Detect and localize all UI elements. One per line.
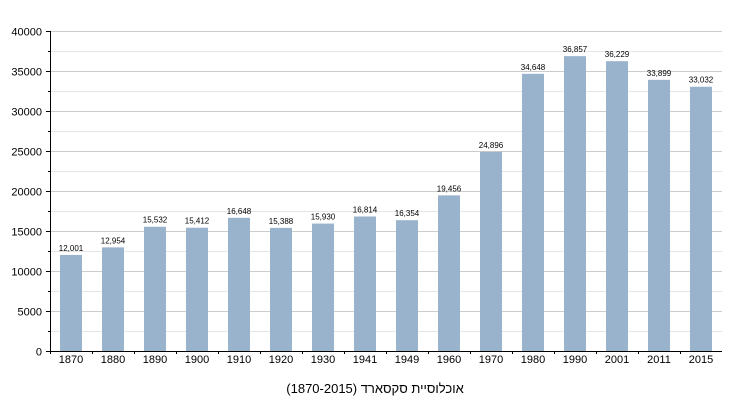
bar-1930	[312, 223, 334, 351]
data-label-1920: 15,388	[269, 217, 294, 226]
x-tick-label-1980: 1980	[521, 354, 545, 366]
data-label-1970: 24,896	[479, 141, 504, 150]
x-tick-label-2001: 2001	[605, 354, 629, 366]
data-label-1890: 15,532	[143, 216, 168, 225]
x-tick-label-1990: 1990	[563, 354, 587, 366]
data-label-1910: 16,648	[227, 207, 252, 216]
bar-1890	[144, 226, 166, 351]
x-tick-label-2015: 2015	[689, 354, 713, 366]
y-tick-label: 40000	[11, 27, 42, 39]
data-label-1941: 16,814	[353, 205, 378, 214]
bar-1910	[228, 217, 250, 351]
axes: 0 5000 10000 15000 20000 25000 30000 35000 40000…	[11, 27, 722, 366]
y-tick-label: 25000	[11, 147, 42, 159]
data-label-2015: 33,032	[689, 76, 714, 85]
bar-2011	[648, 79, 670, 352]
data-label-1880: 12,954	[101, 236, 126, 245]
bar-1920	[270, 227, 292, 351]
data-label-1960: 19,456	[437, 184, 462, 193]
x-tick-label-1960: 1960	[437, 354, 461, 366]
x-tick-label-1880: 1880	[101, 354, 125, 366]
bar-1949	[396, 220, 418, 351]
bars	[60, 56, 712, 352]
bar-1880	[102, 247, 124, 351]
data-label-1949: 16,354	[395, 209, 420, 218]
bar-1870	[60, 254, 82, 351]
data-label-2001: 36,229	[605, 50, 630, 59]
y-tick-label: 35000	[11, 67, 42, 79]
chart-title: אוכלוסיית סקסארד (1870-2015)	[286, 381, 464, 396]
data-label-1870: 12,001	[59, 244, 84, 253]
bar-1900	[186, 227, 208, 351]
bar-1970	[480, 151, 502, 351]
y-tick-label: 15000	[11, 227, 42, 239]
y-tick-label: 0	[36, 347, 42, 359]
y-tick-label: 20000	[11, 187, 42, 199]
x-tick-label-1870: 1870	[59, 354, 83, 366]
x-tick-label-1930: 1930	[311, 354, 335, 366]
bar-2015	[690, 86, 712, 351]
x-tick-label-1920: 1920	[269, 354, 293, 366]
y-tick-label: 5000	[18, 307, 42, 319]
data-label-1990: 36,857	[563, 45, 588, 54]
bar-2001	[606, 61, 628, 351]
bar-1990	[564, 56, 586, 351]
data-label-1900: 15,412	[185, 217, 210, 226]
y-tick-label: 30000	[11, 107, 42, 119]
x-tick-label-2011: 2011	[647, 354, 671, 366]
x-tick-label-1890: 1890	[143, 354, 167, 366]
bar-1980	[522, 73, 544, 351]
data-label-2011: 33,899	[647, 69, 672, 78]
bar-1941	[354, 216, 376, 351]
y-tick-label: 10000	[11, 267, 42, 279]
x-tick-label-1949: 1949	[395, 354, 419, 366]
x-tick-label-1970: 1970	[479, 354, 503, 366]
x-tick-label-1900: 1900	[185, 354, 209, 366]
x-tick-label-1910: 1910	[227, 354, 251, 366]
bar-1960	[438, 195, 460, 351]
data-label-1980: 34,648	[521, 63, 546, 72]
data-label-1930: 15,930	[311, 213, 336, 222]
data-labels: 12,001 12,954 15,532 15,412 16,648 15,388 15,9…	[59, 45, 714, 253]
x-tick-label-1941: 1941	[353, 354, 377, 366]
